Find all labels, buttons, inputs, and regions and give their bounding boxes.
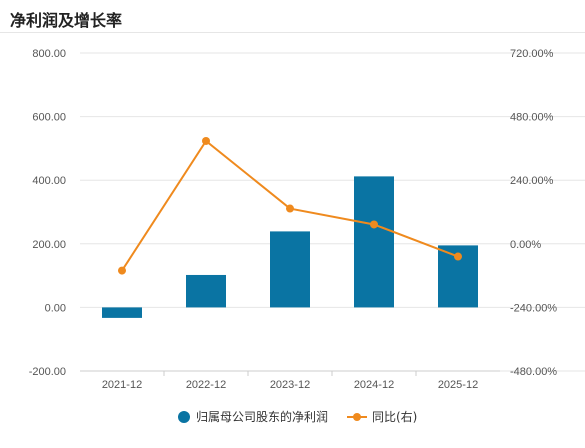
right-tick-label: 720.00% xyxy=(510,48,554,60)
right-tick-label: -480.00% xyxy=(510,366,557,378)
right-tick-label: -240.00% xyxy=(510,302,557,314)
x-tick-label: 2025-12 xyxy=(438,379,478,391)
legend-line-marker xyxy=(353,413,361,421)
right-tick-label: 240.00% xyxy=(510,175,554,187)
left-tick-label: 800.00 xyxy=(32,48,66,60)
left-tick-label: 600.00 xyxy=(32,112,66,124)
x-tick-label: 2024-12 xyxy=(354,379,394,391)
growth-point-2022-12 xyxy=(202,136,210,145)
growth-point-2024-12 xyxy=(370,220,378,229)
growth-point-2025-12 xyxy=(454,252,462,261)
x-tick-label: 2023-12 xyxy=(270,379,310,391)
bar-2024-12 xyxy=(354,176,394,308)
right-tick-label: 480.00% xyxy=(510,112,554,124)
bar-2021-12 xyxy=(102,307,142,318)
legend-bar-label: 归属母公司股东的净利润 xyxy=(196,409,328,424)
bar-2023-12 xyxy=(270,231,310,308)
left-axis-ticks: 800.00 600.00 400.00 200.00 0.00 -200.00 xyxy=(29,48,66,378)
left-tick-label: 400.00 xyxy=(32,175,66,187)
right-tick-label: 0.00% xyxy=(510,239,541,251)
right-axis-ticks: 720.00% 480.00% 240.00% 0.00% -240.00% -480.0… xyxy=(510,48,557,378)
legend: 归属母公司股东的净利润 同比(右) xyxy=(178,409,417,424)
left-tick-label: -200.00 xyxy=(29,366,66,378)
bar-series xyxy=(102,176,478,318)
chart-title: 净利润及增长率 xyxy=(10,11,123,30)
legend-bar-swatch xyxy=(178,411,190,423)
left-tick-label: 0.00 xyxy=(45,302,66,314)
x-tick-label: 2022-12 xyxy=(186,379,226,391)
x-tick-label: 2021-12 xyxy=(102,379,142,391)
growth-point-2023-12 xyxy=(286,204,294,213)
line-series xyxy=(118,136,462,275)
growth-point-2021-12 xyxy=(118,266,126,275)
grid-lines xyxy=(80,52,585,372)
left-tick-label: 200.00 xyxy=(32,239,66,251)
header-divider xyxy=(0,32,585,33)
x-axis-ticks: 2021-12 2022-12 2023-12 2024-12 2025-12 xyxy=(80,370,500,391)
legend-line-label: 同比(右) xyxy=(372,409,417,424)
bar-2022-12 xyxy=(186,274,226,308)
